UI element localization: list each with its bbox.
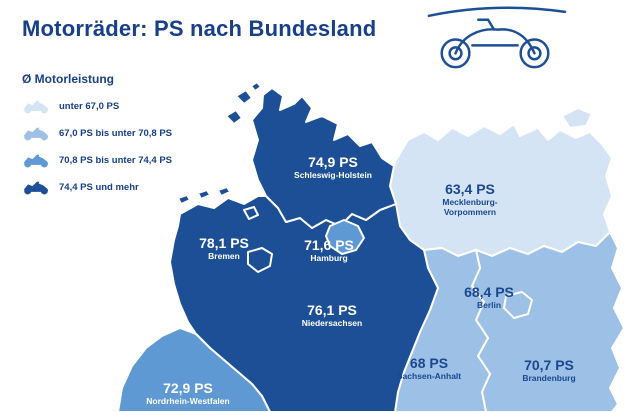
state-bremen-bremerhaven: [243, 206, 259, 220]
legend-item-label: 67,0 PS bis unter 70,8 PS: [59, 127, 172, 139]
state-hamburg: [325, 219, 365, 255]
legend: Ø Motorleistung unter 67,0 PS 67,0 PS bi…: [22, 72, 212, 206]
motorcycle-logo-icon: [427, 6, 567, 69]
island-north-frisian: [225, 81, 262, 125]
state-mecklenburg-vorpommern: [389, 123, 613, 257]
page-title: Motorräder: PS nach Bundesland: [22, 16, 377, 41]
state-nordrhein-westfalen: [117, 327, 271, 412]
state-bremen: [247, 247, 273, 273]
legend-item: 67,0 PS bis unter 70,8 PS: [22, 125, 212, 141]
legend-item: 74,4 PS und mehr: [22, 179, 212, 195]
island-ruegen: [561, 107, 593, 129]
legend-item-label: 70,8 PS bis unter 74,4 PS: [59, 154, 172, 166]
legend-title: Ø Motorleistung: [22, 72, 114, 86]
legend-item: unter 67,0 PS: [22, 98, 212, 114]
legend-item: 70,8 PS bis unter 74,4 PS: [22, 152, 212, 168]
state-berlin: [503, 291, 533, 319]
island-east-frisian: [177, 186, 231, 205]
legend-item-label: 74,4 PS und mehr: [59, 181, 139, 193]
state-brandenburg: [471, 231, 625, 412]
state-schleswig-holstein: [251, 87, 397, 229]
legend-item-label: unter 67,0 PS: [59, 100, 120, 112]
